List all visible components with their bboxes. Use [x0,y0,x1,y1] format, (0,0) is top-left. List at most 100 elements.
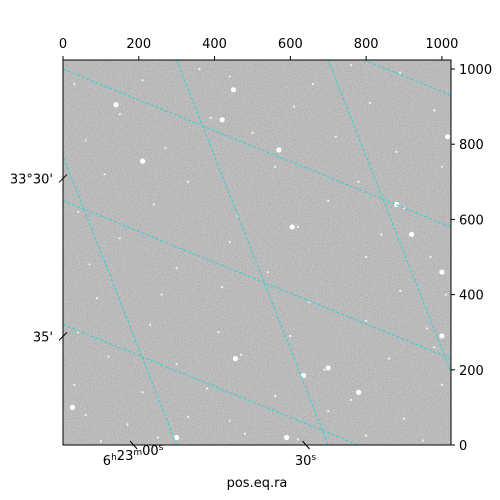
right-tick-label-200: 200 [459,364,484,379]
star-43 [296,225,300,229]
ra-tick-label-0: 6h23m00s [103,443,164,469]
top-tick-label-1000: 1000 [425,37,458,52]
star-57 [251,131,254,135]
dec-tick-1 [58,331,68,341]
star-31 [160,293,163,296]
sky-noise-texture [63,60,451,445]
star-56 [164,146,167,150]
top-tick-label-600: 600 [278,37,303,52]
star-71 [349,64,353,67]
star-25 [149,323,152,326]
star-29 [425,327,428,330]
coordinate-grid [63,60,500,445]
bright-star-14 [113,102,119,108]
star-42 [228,240,231,244]
top-tick-label-0: 0 [59,37,67,52]
dec-tick-0 [58,174,68,183]
bright-star-1 [174,434,180,441]
star-37 [175,267,178,270]
star-59 [395,150,398,153]
star-48 [327,199,330,202]
star-61 [209,116,212,120]
star-52 [274,165,277,168]
star-27 [289,334,292,338]
bright-star-12 [444,134,451,140]
star-11 [402,417,406,420]
bright-star-3 [301,372,307,379]
star-69 [399,71,402,74]
bright-star-16 [393,201,400,207]
star-10 [327,410,330,413]
ra-tick-1 [302,440,310,450]
star-39 [365,255,368,259]
star-7 [126,423,129,426]
star-68 [311,82,315,86]
dec-tick-label-0: 33°30' [10,172,53,187]
star-53 [357,180,360,183]
star-50 [103,173,106,176]
ra-grid-line-1 [63,154,178,445]
star-23 [433,346,436,349]
star-40 [429,255,432,259]
ra-tick-label-1: 30s [295,453,317,469]
star-58 [334,135,337,138]
star-67 [228,75,231,78]
star-15 [274,395,277,398]
bright-star-0 [69,404,76,411]
star-70 [198,67,201,71]
star-32 [221,285,224,289]
star-12 [73,383,76,386]
star-55 [84,139,87,142]
star-4 [365,434,368,437]
bright-star-15 [408,231,415,238]
right-pixel-axis: 0 200 400 600 800 1000 [451,63,492,454]
dec-tick-label-1: 35' [33,330,53,345]
ra-world-axis: 6h23m00s 30s [103,440,317,469]
star-5 [421,439,425,442]
star-60 [118,113,121,116]
bright-star-4 [325,365,331,371]
star-14 [205,387,209,390]
star-38 [266,270,269,274]
bright-star-11 [139,158,146,164]
bright-star-17 [439,333,445,339]
star-30 [96,297,99,300]
star-1 [156,436,159,439]
star-46 [152,203,156,206]
plot-frame [62,59,452,446]
star-17 [440,383,444,386]
star-18 [107,355,110,358]
star-26 [217,331,220,334]
star-21 [323,368,326,371]
star-3 [296,438,300,441]
star-19 [175,363,178,366]
ra-grid-line-4 [480,60,500,445]
ra-tick-0 [129,440,138,450]
star-20 [239,353,243,356]
star-13 [141,391,144,394]
bright-star-9 [276,147,282,153]
bright-star-2 [283,434,290,441]
star-51 [186,180,190,183]
top-tick-label-400: 400 [202,37,227,52]
right-tick-label-400: 400 [459,289,484,304]
right-tick-label-600: 600 [459,213,484,228]
star-24 [77,331,80,334]
dec-world-axis: 33°30' 35' [10,172,68,345]
star-22 [387,357,390,360]
star-28 [365,319,368,323]
star-44 [380,233,383,236]
star-6 [84,413,87,417]
ra-grid-line-2 [176,60,329,445]
star-41 [118,237,121,240]
ra-grid-line-0 [63,443,64,445]
star-45 [77,210,80,213]
star-64 [433,109,436,112]
top-pixel-axis: 0 200 400 600 800 1000 [59,37,458,60]
star-54 [440,165,444,168]
star-65 [73,82,76,86]
star-36 [88,263,91,266]
star-63 [368,101,372,104]
right-tick-label-800: 800 [459,138,484,153]
